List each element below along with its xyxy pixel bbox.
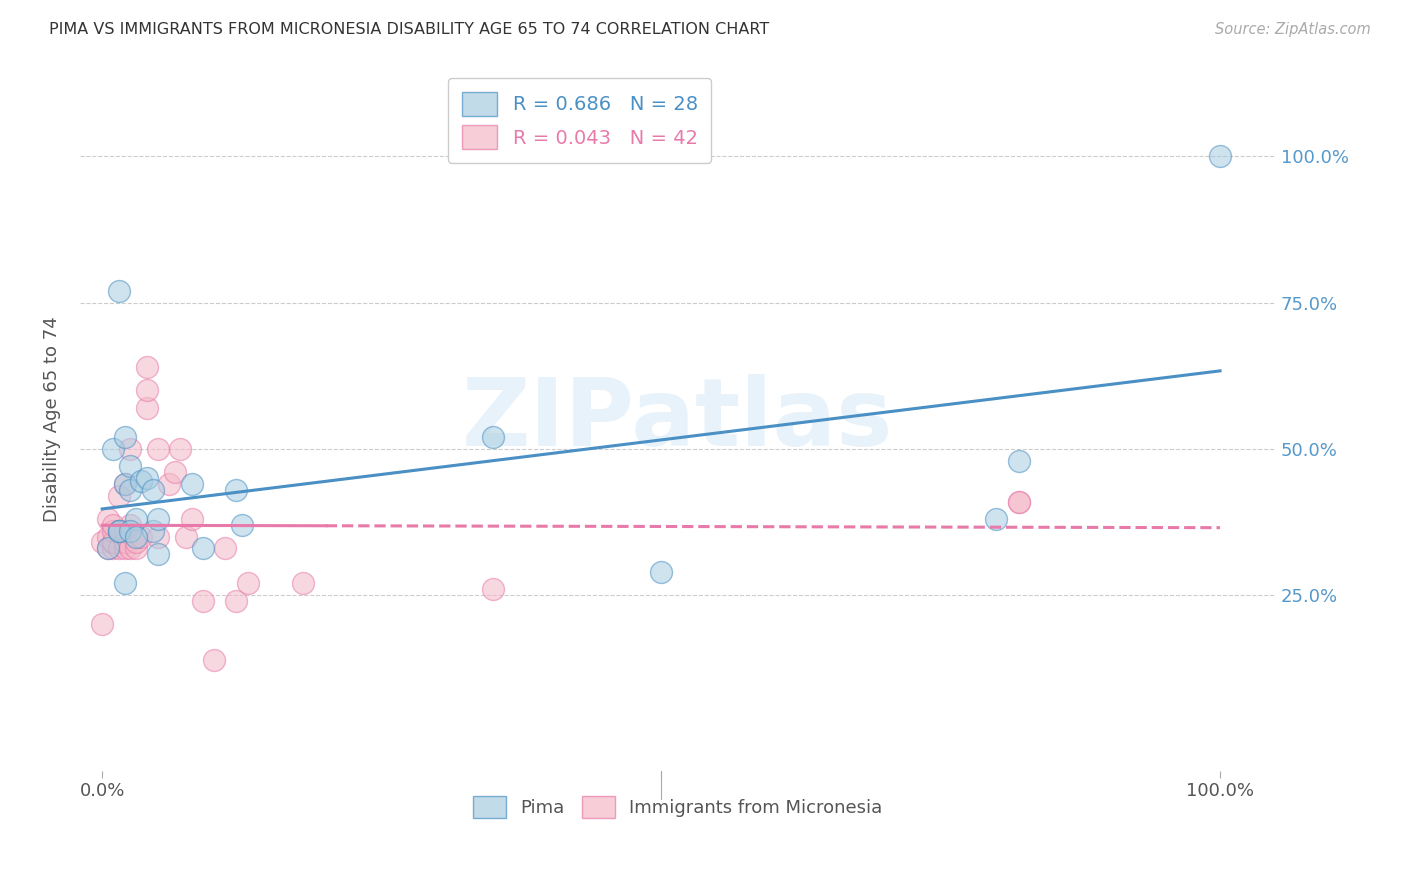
- Point: [180, 512, 202, 526]
- Point: [1008, 453, 1031, 467]
- Point: [1008, 494, 1031, 508]
- Point: [103, 524, 125, 538]
- Point: [108, 524, 131, 538]
- Point: [225, 483, 247, 497]
- Point: [108, 489, 131, 503]
- Point: [120, 541, 142, 556]
- Point: [103, 517, 125, 532]
- Point: [108, 284, 131, 298]
- Point: [174, 530, 197, 544]
- Point: [131, 530, 153, 544]
- Point: [114, 576, 136, 591]
- Point: [125, 530, 148, 544]
- Text: PIMA VS IMMIGRANTS FROM MICRONESIA DISABILITY AGE 65 TO 74 CORRELATION CHART: PIMA VS IMMIGRANTS FROM MICRONESIA DISAB…: [49, 22, 769, 37]
- Point: [97, 530, 120, 544]
- Point: [141, 483, 163, 497]
- Point: [136, 471, 159, 485]
- Point: [108, 524, 131, 538]
- Point: [292, 576, 315, 591]
- Point: [1008, 494, 1031, 508]
- Point: [180, 477, 202, 491]
- Point: [202, 652, 225, 666]
- Point: [650, 565, 672, 579]
- Point: [1209, 149, 1232, 163]
- Point: [91, 535, 114, 549]
- Point: [482, 430, 505, 444]
- Point: [482, 582, 505, 597]
- Point: [131, 474, 153, 488]
- Point: [169, 442, 191, 456]
- Point: [114, 541, 136, 556]
- Point: [191, 541, 214, 556]
- Point: [114, 477, 136, 491]
- Point: [120, 524, 142, 538]
- Point: [225, 594, 247, 608]
- Legend: Pima, Immigrants from Micronesia: Pima, Immigrants from Micronesia: [465, 789, 890, 825]
- Point: [163, 465, 186, 479]
- Point: [114, 430, 136, 444]
- Point: [120, 442, 142, 456]
- Point: [236, 576, 259, 591]
- Point: [146, 547, 169, 561]
- Point: [136, 401, 159, 415]
- Point: [125, 512, 148, 526]
- Point: [157, 477, 180, 491]
- Point: [214, 541, 236, 556]
- Point: [191, 594, 214, 608]
- Point: [114, 477, 136, 491]
- Point: [97, 541, 120, 556]
- Point: [91, 617, 114, 632]
- Point: [125, 535, 148, 549]
- Point: [108, 524, 131, 538]
- Text: Source: ZipAtlas.com: Source: ZipAtlas.com: [1215, 22, 1371, 37]
- Text: ZIPatlas: ZIPatlas: [463, 374, 894, 466]
- Point: [231, 517, 253, 532]
- Point: [103, 541, 125, 556]
- Point: [141, 524, 163, 538]
- Point: [136, 359, 159, 374]
- Point: [108, 541, 131, 556]
- Point: [103, 535, 125, 549]
- Point: [125, 541, 148, 556]
- Point: [97, 541, 120, 556]
- Point: [103, 442, 125, 456]
- Point: [120, 459, 142, 474]
- Point: [146, 530, 169, 544]
- Point: [97, 512, 120, 526]
- Y-axis label: Disability Age 65 to 74: Disability Age 65 to 74: [44, 317, 60, 523]
- Point: [114, 524, 136, 538]
- Point: [146, 442, 169, 456]
- Point: [146, 512, 169, 526]
- Point: [986, 512, 1008, 526]
- Point: [120, 517, 142, 532]
- Point: [103, 535, 125, 549]
- Point: [136, 384, 159, 398]
- Point: [120, 483, 142, 497]
- Point: [114, 535, 136, 549]
